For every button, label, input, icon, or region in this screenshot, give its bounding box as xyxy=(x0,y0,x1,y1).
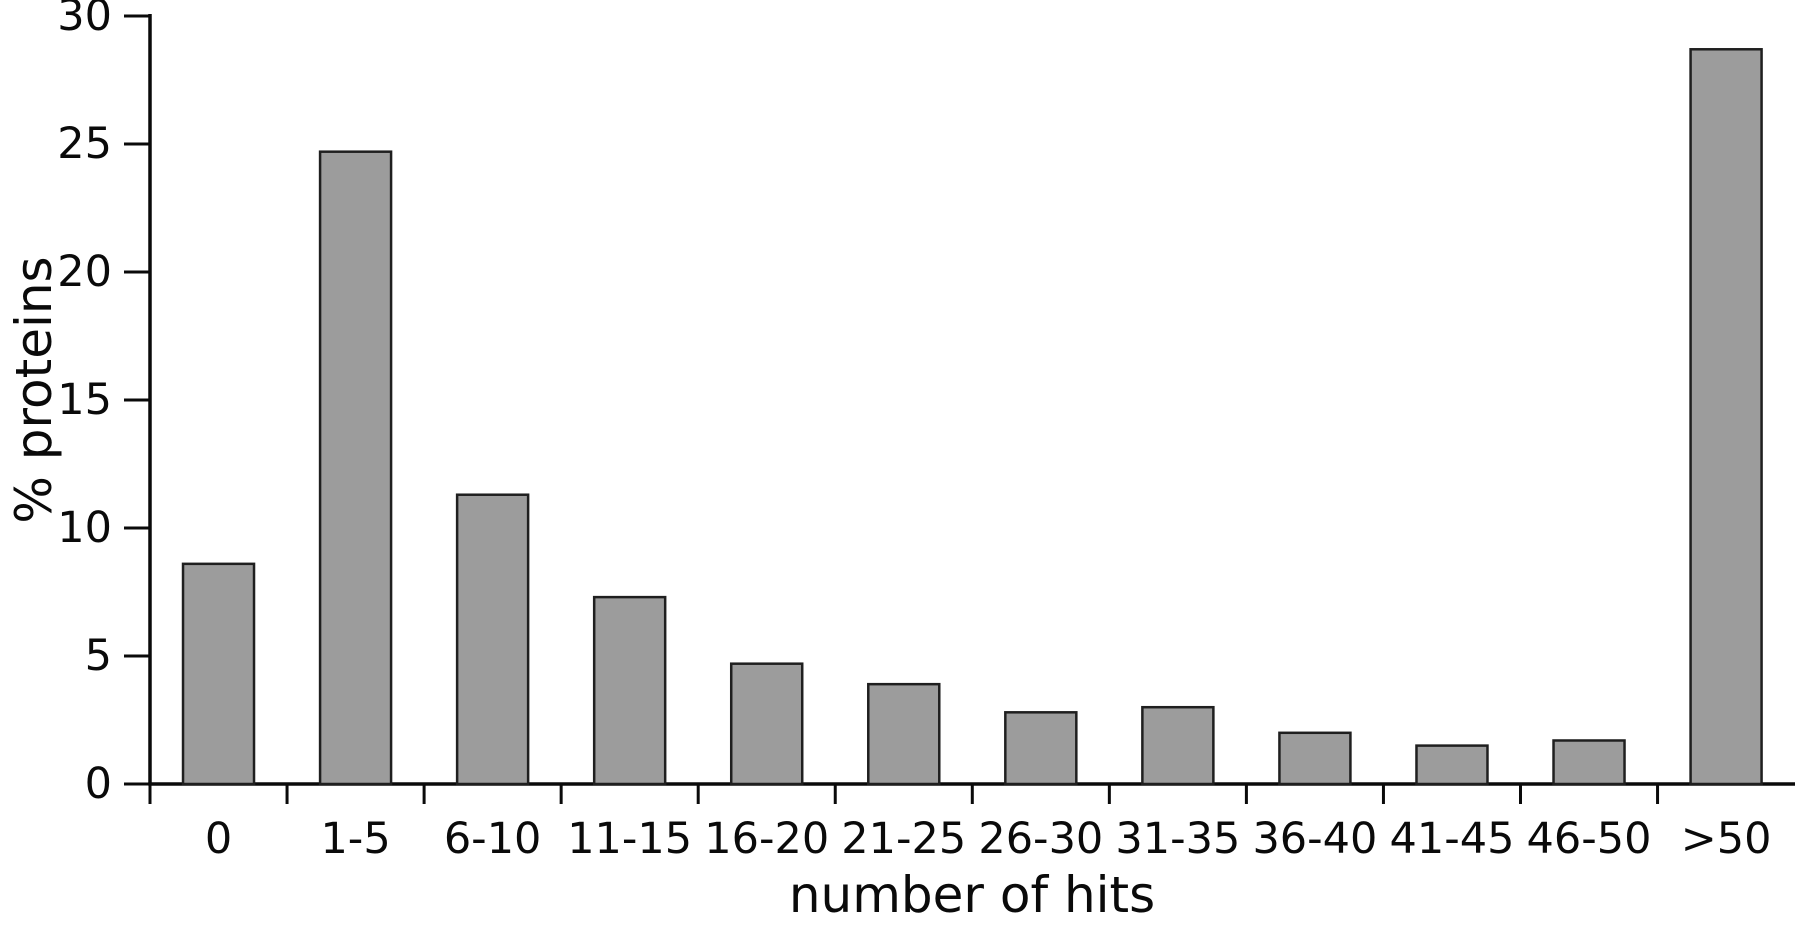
y-tick-label-25: 25 xyxy=(57,119,112,169)
x-category-label-11-15: 11-15 xyxy=(567,814,692,864)
bar-21-25 xyxy=(867,682,941,786)
x-category-label-36-40: 36-40 xyxy=(1252,814,1377,864)
y-tick-label-30: 30 xyxy=(57,0,112,41)
y-tick-label-10: 10 xyxy=(57,503,112,553)
bar-46-50 xyxy=(1552,739,1626,786)
bar-31-35 xyxy=(1141,705,1215,786)
x-category-label-21-25: 21-25 xyxy=(841,814,966,864)
bar-6-10 xyxy=(455,493,530,786)
x-category-label-6-10: 6-10 xyxy=(444,814,542,864)
y-axis-title: % proteins xyxy=(5,256,63,524)
x-category-label->50: >50 xyxy=(1681,814,1772,864)
bar-41-45 xyxy=(1415,744,1489,786)
bar-1-5 xyxy=(318,150,393,786)
x-category-label-26-30: 26-30 xyxy=(978,814,1103,864)
bar-11-15 xyxy=(592,595,667,786)
bar-0 xyxy=(181,562,256,786)
y-tick-label-5: 5 xyxy=(85,631,112,681)
x-category-label-16-20: 16-20 xyxy=(704,814,829,864)
x-category-label-41-45: 41-45 xyxy=(1389,814,1514,864)
bar-16-20 xyxy=(729,662,804,786)
x-axis-title: number of hits xyxy=(788,866,1156,924)
bar-26-30 xyxy=(1004,711,1078,786)
y-tick-label-15: 15 xyxy=(57,375,112,425)
x-category-label-31-35: 31-35 xyxy=(1115,814,1240,864)
y-tick-label-0: 0 xyxy=(85,759,112,809)
bar-36-40 xyxy=(1278,731,1352,786)
x-category-label-0: 0 xyxy=(205,814,232,864)
y-tick-label-20: 20 xyxy=(57,247,112,297)
bar->50 xyxy=(1689,48,1763,786)
x-category-label-1-5: 1-5 xyxy=(320,814,390,864)
x-category-label-46-50: 46-50 xyxy=(1527,814,1652,864)
